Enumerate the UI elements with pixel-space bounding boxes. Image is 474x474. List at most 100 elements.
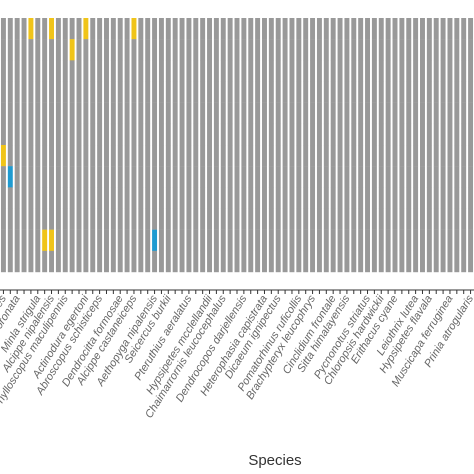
bar-segment — [165, 250, 171, 273]
bar-segment — [241, 250, 247, 273]
bar-segment — [385, 166, 391, 188]
bar-segment — [55, 229, 61, 252]
bar-segment — [392, 18, 398, 40]
bar-segment — [296, 102, 302, 125]
bar-segment — [138, 123, 144, 146]
bar-segment — [97, 208, 103, 230]
bar-segment — [378, 102, 384, 125]
bar-segment — [97, 81, 103, 103]
bar-segment — [406, 81, 412, 103]
bar-segment — [193, 60, 199, 82]
bar-segment — [42, 81, 48, 103]
bar-segment — [337, 60, 343, 82]
bar-segment — [461, 81, 467, 103]
bar-segment — [420, 145, 425, 167]
bar-segment — [145, 250, 151, 273]
bar-segment — [282, 145, 288, 167]
bar-segment — [289, 187, 295, 209]
bar-segment — [344, 229, 350, 252]
bar-segment — [186, 250, 192, 273]
bar-segment — [220, 81, 226, 103]
bar-segment — [385, 123, 391, 146]
bar-segment — [268, 229, 274, 252]
bar-segment — [76, 166, 82, 188]
bar-segment — [296, 229, 302, 252]
bar-segment — [152, 229, 158, 252]
bar-segment — [255, 187, 261, 209]
bar-segment — [90, 229, 96, 252]
bar-segment — [90, 123, 96, 146]
bar-segment — [42, 145, 48, 167]
bar-segment — [145, 187, 151, 209]
bar-segment — [323, 60, 329, 82]
bar-segment — [69, 187, 75, 209]
bar-segment — [289, 123, 295, 146]
bar-segment — [55, 81, 61, 103]
bar-segment — [365, 229, 370, 252]
bar-segment — [413, 166, 419, 188]
bar-segment — [262, 229, 267, 252]
bar-segment — [213, 187, 219, 209]
bar-segment — [227, 166, 233, 188]
bar-segment — [262, 60, 267, 82]
bar-segment — [241, 187, 247, 209]
bar-segment — [35, 229, 41, 252]
bar-segment — [378, 145, 384, 167]
bar-segment — [131, 39, 137, 61]
bar-segment — [7, 18, 13, 40]
bar-segment — [69, 102, 75, 125]
bar-segment — [104, 208, 109, 230]
bar-segment — [337, 18, 343, 40]
bar-segment — [461, 229, 467, 252]
bar-segment — [172, 81, 178, 103]
bar-segment — [282, 60, 288, 82]
bar-segment — [200, 229, 206, 252]
bar-segment — [62, 187, 68, 209]
bar-segment — [303, 18, 309, 40]
bar-segment — [440, 123, 446, 146]
bar-segment — [275, 229, 281, 252]
bar-segment — [42, 102, 48, 125]
bar-segment — [358, 208, 364, 230]
bar-segment — [90, 187, 96, 209]
bar-segment — [268, 250, 274, 273]
bar-segment — [248, 102, 254, 125]
bar-segment — [200, 250, 206, 273]
bar-segment — [337, 81, 343, 103]
bar-segment — [200, 123, 206, 146]
bar-segment — [28, 187, 34, 209]
bar-segment — [440, 187, 446, 209]
bar-segment — [433, 229, 439, 252]
bar-segment — [200, 208, 206, 230]
bar-segment — [7, 208, 13, 230]
bar-segment — [310, 39, 316, 61]
bar-segment — [62, 60, 68, 82]
bar-segment — [426, 187, 432, 209]
bar-segment — [447, 102, 453, 125]
bar-segment — [316, 229, 322, 252]
bar-segment — [296, 250, 302, 273]
bar-segment — [152, 39, 158, 61]
bar-segment — [213, 81, 219, 103]
bar-segment — [124, 18, 130, 40]
bar-segment — [179, 81, 185, 103]
bar-segment — [186, 166, 192, 188]
bar-segment — [454, 102, 460, 125]
bar-segment — [289, 208, 295, 230]
bar-segment — [406, 39, 412, 61]
bar-segment — [131, 187, 137, 209]
bar-segment — [262, 187, 267, 209]
bar-segment — [378, 229, 384, 252]
bar-segment — [55, 145, 61, 167]
bar-segment — [69, 18, 75, 40]
bar-segment — [461, 18, 467, 40]
bar-segment — [110, 166, 116, 188]
bar-segment — [55, 166, 61, 188]
bar-segment — [207, 166, 212, 188]
bar-segment — [172, 60, 178, 82]
bar-segment — [323, 208, 329, 230]
bar-segment — [42, 250, 48, 273]
bar-segment — [104, 166, 109, 188]
bar-segment — [420, 229, 425, 252]
bar-segment — [83, 187, 89, 209]
